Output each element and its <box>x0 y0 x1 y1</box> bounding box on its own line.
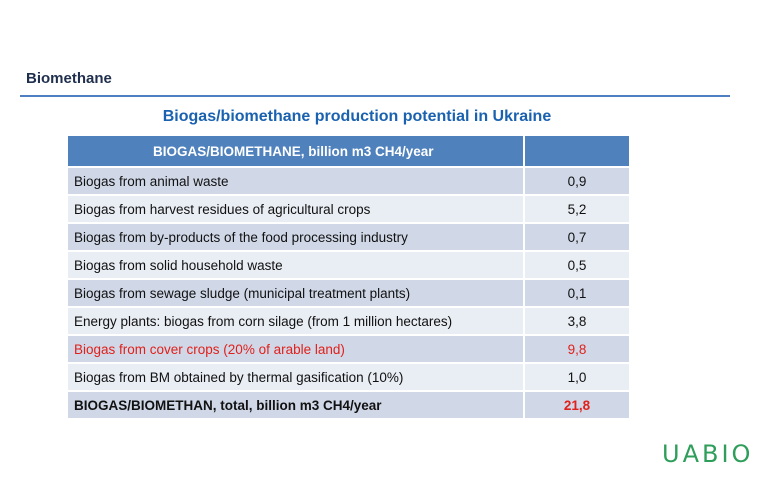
row-value: 3,8 <box>523 306 631 336</box>
row-value: 5,2 <box>523 194 631 224</box>
table-row: Biogas from harvest residues of agricult… <box>66 194 631 224</box>
total-value: 21,8 <box>523 390 631 420</box>
total-label: BIOGAS/BIOMETHAN, total, billion m3 CH4/… <box>66 390 525 420</box>
table-row: Biogas from animal waste 0,9 <box>66 166 631 196</box>
row-label: Biogas from animal waste <box>66 166 525 196</box>
row-value: 1,0 <box>523 362 631 392</box>
biogas-potential-table: BIOGAS/BIOMETHANE, billion m3 CH4/year B… <box>66 134 631 420</box>
table-row: Biogas from sewage sludge (municipal tre… <box>66 278 631 308</box>
table-row-highlighted: Biogas from cover crops (20% of arable l… <box>66 334 631 364</box>
uabio-logo: UABIO <box>662 440 754 468</box>
row-label: Biogas from by-products of the food proc… <box>66 222 525 252</box>
row-value: 9,8 <box>523 334 631 364</box>
row-label: Biogas from sewage sludge (municipal tre… <box>66 278 525 308</box>
header-divider <box>20 95 730 97</box>
row-value: 0,7 <box>523 222 631 252</box>
slide-title: Biogas/biomethane production potential i… <box>162 108 552 125</box>
row-value: 0,5 <box>523 250 631 280</box>
header-label: BIOGAS/BIOMETHANE, billion m3 CH4/year <box>66 134 525 168</box>
row-label: Biogas from BM obtained by thermal gasif… <box>66 362 525 392</box>
table-row: Biogas from BM obtained by thermal gasif… <box>66 362 631 392</box>
row-label: Biogas from harvest residues of agricult… <box>66 194 525 224</box>
row-label: Energy plants: biogas from corn silage (… <box>66 306 525 336</box>
table-header-row: BIOGAS/BIOMETHANE, billion m3 CH4/year <box>66 134 631 168</box>
table-row: Biogas from solid household waste 0,5 <box>66 250 631 280</box>
section-title: Biomethane <box>26 70 112 87</box>
header-value <box>523 134 631 168</box>
table-total-row: BIOGAS/BIOMETHAN, total, billion m3 CH4/… <box>66 390 631 420</box>
row-label: Biogas from cover crops (20% of arable l… <box>66 334 525 364</box>
table-row: Energy plants: biogas from corn silage (… <box>66 306 631 336</box>
table-row: Biogas from by-products of the food proc… <box>66 222 631 252</box>
row-value: 0,1 <box>523 278 631 308</box>
row-label: Biogas from solid household waste <box>66 250 525 280</box>
row-value: 0,9 <box>523 166 631 196</box>
